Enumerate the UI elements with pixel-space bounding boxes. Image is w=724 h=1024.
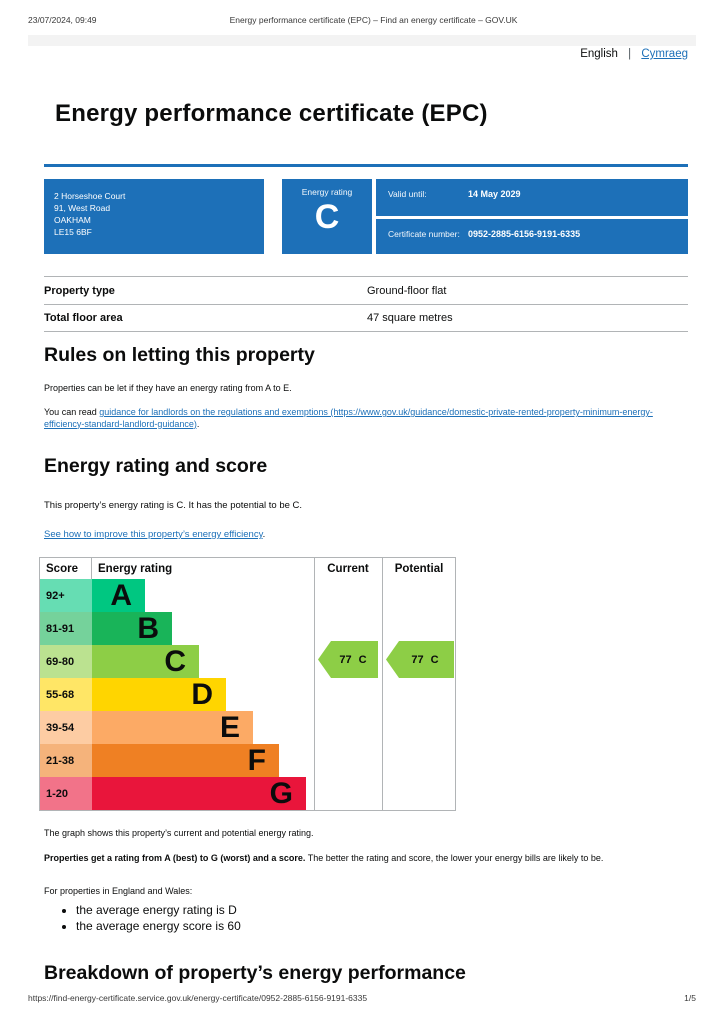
page-title: Energy performance certificate (EPC) [55,100,488,127]
list-item: the average energy rating is D [76,903,688,919]
table-row: Property type Ground-floor flat [44,276,688,304]
language-switcher: English | Cymraeg [580,48,688,60]
title-rule [44,164,688,167]
print-footer: https://find-energy-certificate.service.… [28,993,696,1003]
epc-score-range: 69-80 [40,645,92,678]
address-line-4: LE15 6BF [54,227,92,237]
epc-score-range: 1-20 [40,777,92,810]
epc-band-bar-d: D [92,678,226,711]
address-line-3: OAKHAM [54,215,91,225]
epc-band-bar-c: C [92,645,199,678]
rating-explanation-bold: Properties get a rating from A (best) to… [44,853,306,863]
epc-score-range: 55-68 [40,678,92,711]
epc-band-row-f: 21-38 F [40,744,455,777]
fact-label: Property type [44,284,115,297]
epc-score-range: 81-91 [40,612,92,645]
certificate-number-label: Certificate number: [388,229,460,239]
guidance-suffix: . [196,418,200,429]
language-current: English [580,48,618,60]
rules-section-heading: Rules on letting this property [44,344,315,366]
certificate-meta-boxes: Valid until: 14 May 2029 Certificate num… [376,179,688,254]
list-item: the average energy score is 60 [76,919,688,935]
property-facts-table: Property type Ground-floor flat Total fl… [44,276,688,332]
fact-label: Total floor area [44,312,123,324]
print-header: 23/07/2024, 09:49 Energy performance cer… [28,15,696,27]
epc-band-bar-f: F [92,744,279,777]
epc-column-divider [314,558,315,810]
rating-summary: This property’s energy rating is C. It h… [44,500,303,511]
energy-rating-label: Energy rating [301,187,353,197]
valid-until-label: Valid until: [388,189,427,199]
print-footer-url: https://find-energy-certificate.service.… [28,993,368,1003]
address-line-1: 2 Horseshoe Court [54,191,126,201]
certificate-number-box: Certificate number: 0952-2885-6156-9191-… [376,219,688,254]
rating-section-heading: Energy rating and score [44,455,268,477]
guidance-prefix: You can read [44,407,100,417]
rating-explanation: Properties get a rating from A (best) to… [44,853,688,865]
epc-band-row-g: 1-20 G [40,777,455,810]
epc-col-current: Current [327,562,369,575]
rules-guidance-paragraph: You can read guidance for landlords on t… [44,407,688,430]
epc-band-row-b: 81-91 B [40,612,455,645]
epc-potential-rating-arrow: 77 C [386,641,454,678]
fact-value: 47 square metres [367,312,453,324]
epc-col-energy-rating: Energy rating [98,562,173,575]
certificate-summary: 2 Horseshoe Court 91, West Road OAKHAM L… [44,179,688,254]
epc-score-range: 92+ [40,579,92,612]
epc-score-range: 39-54 [40,711,92,744]
regions-intro: For properties in England and Wales: [44,886,193,896]
chart-caption: The graph shows this property’s current … [44,828,314,838]
epc-band-row-a: 92+ A [40,579,455,612]
valid-until-box: Valid until: 14 May 2029 [376,179,688,216]
epc-band-row-c: 69-80 C [40,645,455,678]
epc-score-range: 21-38 [40,744,92,777]
print-datetime: 23/07/2024, 09:49 [28,15,97,25]
epc-band-bar-a: A [92,579,145,612]
epc-band-bar-b: B [92,612,172,645]
epc-band-rows: 92+ A 81-91 B 69-80 C 55-68 D 39-54 E 21-38 F 1-20 G [40,579,455,810]
rules-intro: Properties can be let if they have an en… [44,383,292,393]
epc-rating-chart: Score Energy rating Current Potential 92… [39,557,456,811]
improve-suffix: . [262,529,266,540]
epc-band-row-e: 39-54 E [40,711,455,744]
epc-band-row-d: 55-68 D [40,678,455,711]
address-line-2: 91, West Road [54,203,111,213]
improve-paragraph: See how to improve this property’s energ… [44,529,688,541]
epc-band-bar-e: E [92,711,253,744]
averages-list: the average energy rating is D the avera… [62,903,688,934]
language-separator: | [628,48,632,60]
table-row: Total floor area 47 square metres [44,304,688,332]
epc-chart-header: Score Energy rating Current Potential [40,558,455,579]
epc-column-divider [382,558,383,810]
epc-current-rating-arrow: 77 C [318,641,378,678]
property-address-box: 2 Horseshoe Court 91, West Road OAKHAM L… [44,179,264,254]
language-link-cymraeg[interactable]: Cymraeg [641,48,688,60]
rating-explanation-rest: The better the rating and score, the low… [305,853,604,863]
breakdown-section-heading: Breakdown of property’s energy performan… [44,962,466,984]
valid-until-value: 14 May 2029 [468,189,521,199]
print-page-indicator: 1/5 [684,993,696,1003]
certificate-number-value: 0952-2885-6156-9191-6335 [468,229,581,239]
epc-col-score: Score [40,558,92,579]
epc-col-potential: Potential [394,562,444,575]
landlord-guidance-link[interactable]: guidance for landlords on the regulation… [44,407,653,429]
energy-rating-box: Energy rating C [282,179,372,254]
epc-band-bar-g: G [92,777,306,810]
fact-value: Ground-floor flat [367,284,447,297]
print-page-title: Energy performance certificate (EPC) – F… [229,15,518,25]
energy-rating-value: C [314,198,340,236]
improve-efficiency-link[interactable]: See how to improve this property’s energ… [44,529,263,540]
header-divider-strip [28,35,696,46]
